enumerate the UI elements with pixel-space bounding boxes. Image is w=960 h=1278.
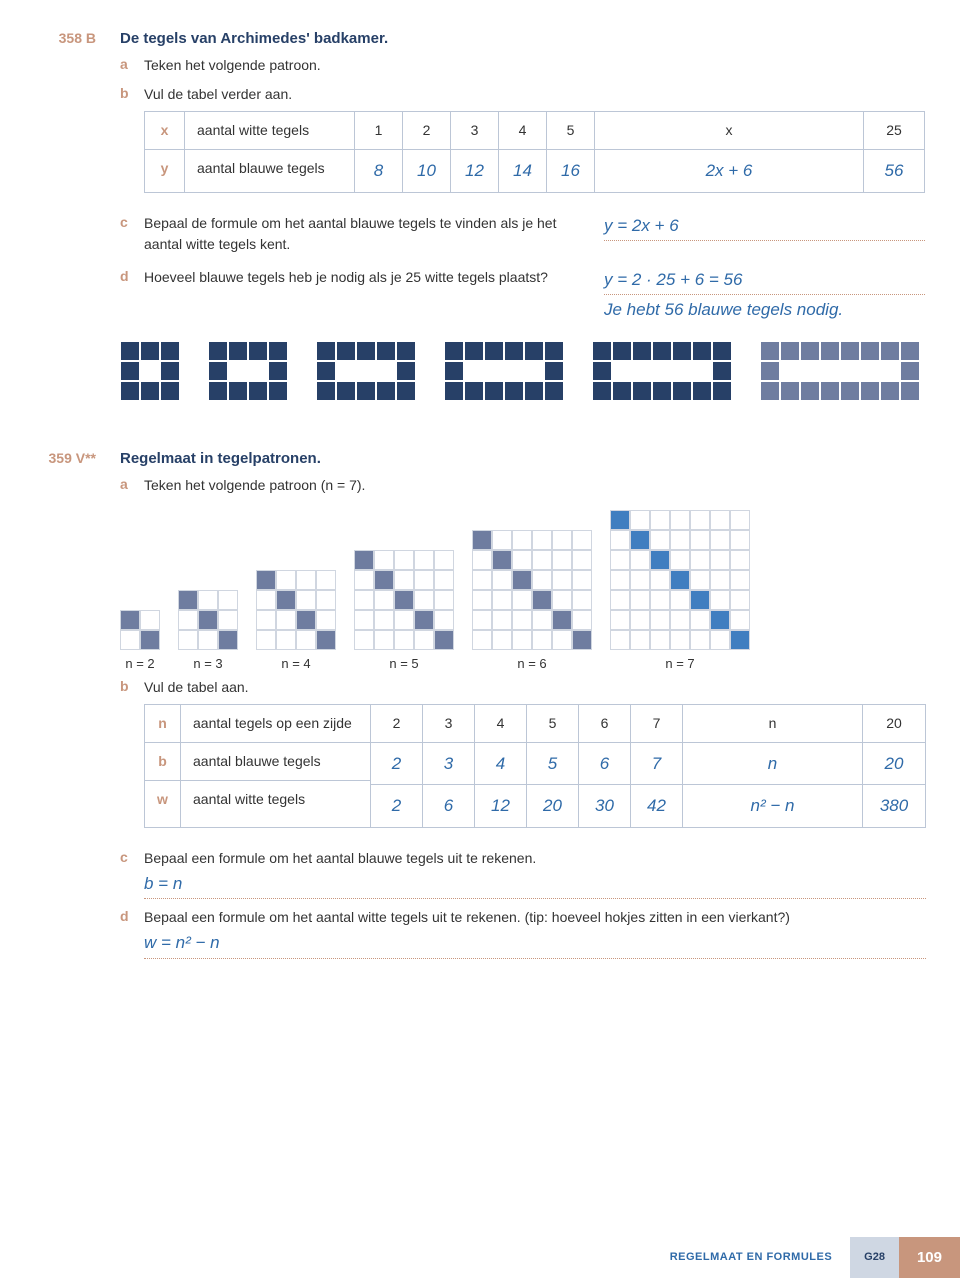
exercise-number: 358 B	[35, 30, 120, 407]
exercise-title: Regelmaat in tegelpatronen.	[120, 450, 926, 467]
sub-letter-a: a	[120, 475, 144, 496]
sub-d-answer: w = n² − n	[144, 930, 926, 959]
sub-c-question: Bepaal de formule om het aantal blauwe t…	[144, 213, 594, 255]
table-row-label: aantal blauwe tegels	[185, 150, 354, 187]
sub-d-answer-1: y = 2 · 25 + 6 = 56	[604, 267, 925, 296]
tile-patterns	[120, 341, 925, 401]
sub-letter-b: b	[120, 84, 144, 205]
sub-letter-c: c	[120, 848, 144, 900]
sub-c-answer: y = 2x + 6	[604, 213, 925, 242]
footer-category: REGELMAAT EN FORMULES	[652, 1237, 850, 1278]
exercise-number: 359 V**	[35, 450, 120, 967]
sub-b-text: Vul de tabel verder aan.	[144, 84, 925, 105]
sub-letter-a: a	[120, 55, 144, 76]
sub-d-question: Hoeveel blauwe tegels heb je nodig als j…	[144, 267, 594, 288]
sub-a-text: Teken het volgende patroon.	[144, 55, 925, 76]
sub-letter-b: b	[120, 677, 144, 840]
sub-c-answer: b = n	[144, 871, 926, 900]
sub-letter-c: c	[120, 213, 144, 259]
sub-b-text: Vul de tabel aan.	[144, 677, 926, 698]
table-2: n b w aantal tegels op een zijde aantal …	[144, 704, 926, 828]
diagonal-patterns: n = 2n = 3n = 4n = 5n = 6n = 7	[120, 510, 926, 671]
table-row-header: y	[145, 150, 184, 187]
exercise-359: 359 V** Regelmaat in tegelpatronen. a Te…	[35, 450, 925, 967]
table-row-header: x	[145, 112, 184, 150]
footer-page-number: 109	[899, 1237, 960, 1278]
table-1: x y aantal witte tegels aantal blauwe te…	[144, 111, 925, 193]
sub-c-question: Bepaal een formule om het aantal blauwe …	[144, 848, 926, 869]
sub-letter-d: d	[120, 907, 144, 959]
table-row-label: aantal witte tegels	[185, 112, 354, 150]
sub-letter-d: d	[120, 267, 144, 331]
exercise-title: De tegels van Archimedes' badkamer.	[120, 30, 925, 47]
exercise-358: 358 B De tegels van Archimedes' badkamer…	[35, 30, 925, 407]
footer-code: G28	[850, 1237, 899, 1278]
page-footer: REGELMAAT EN FORMULES G28 109	[652, 1237, 960, 1278]
sub-a-text: Teken het volgende patroon (n = 7).	[144, 475, 926, 496]
sub-d-question: Bepaal een formule om het aantal witte t…	[144, 907, 926, 928]
sub-d-answer-2: Je hebt 56 blauwe tegels nodig.	[604, 297, 925, 325]
